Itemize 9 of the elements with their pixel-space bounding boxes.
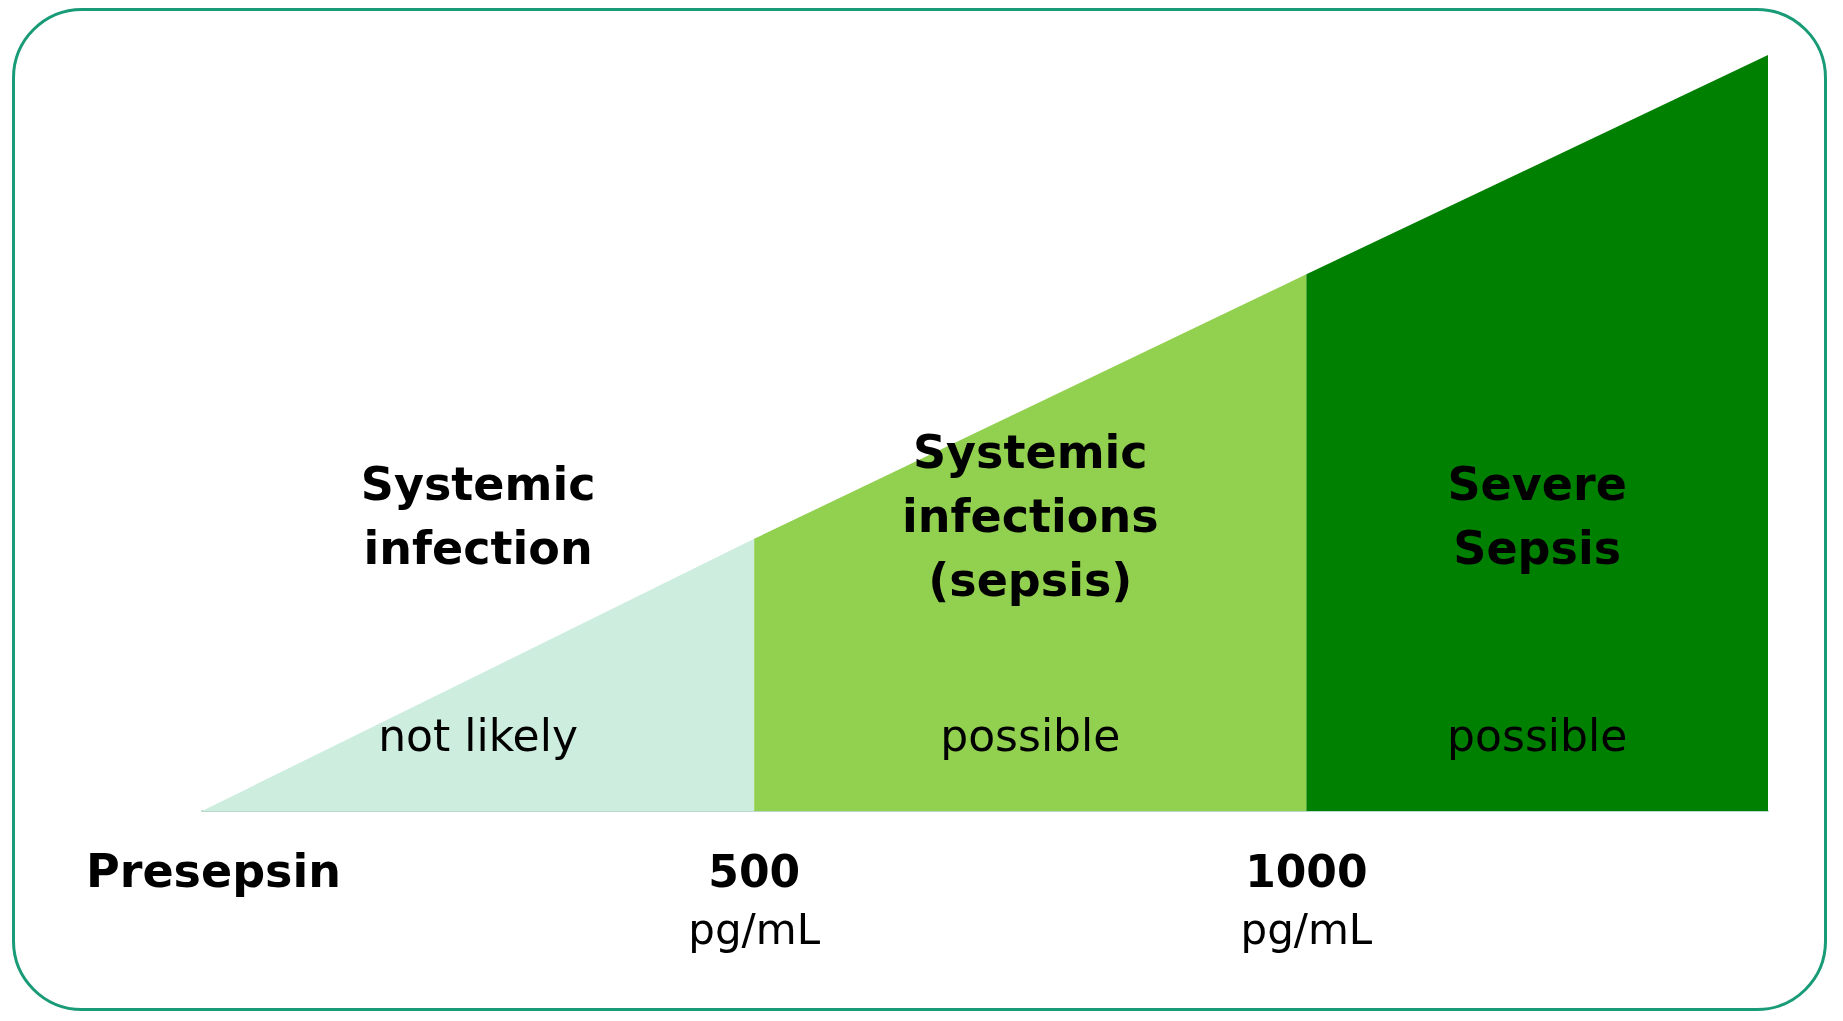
x-tick-label: 1000 pg/mL — [1240, 845, 1373, 954]
x-axis-title: Presepsin — [86, 844, 341, 898]
annotation: possible — [940, 709, 1121, 761]
x-tick-label: 500 pg/mL — [688, 845, 821, 954]
series-label: Systemic infections (sepsis) — [902, 425, 1159, 608]
annotation: not likely — [378, 709, 578, 761]
series-label: Systemic infection — [360, 457, 596, 576]
annotation: possible — [1447, 709, 1628, 761]
series-label: Severe Sepsis — [1447, 457, 1627, 576]
